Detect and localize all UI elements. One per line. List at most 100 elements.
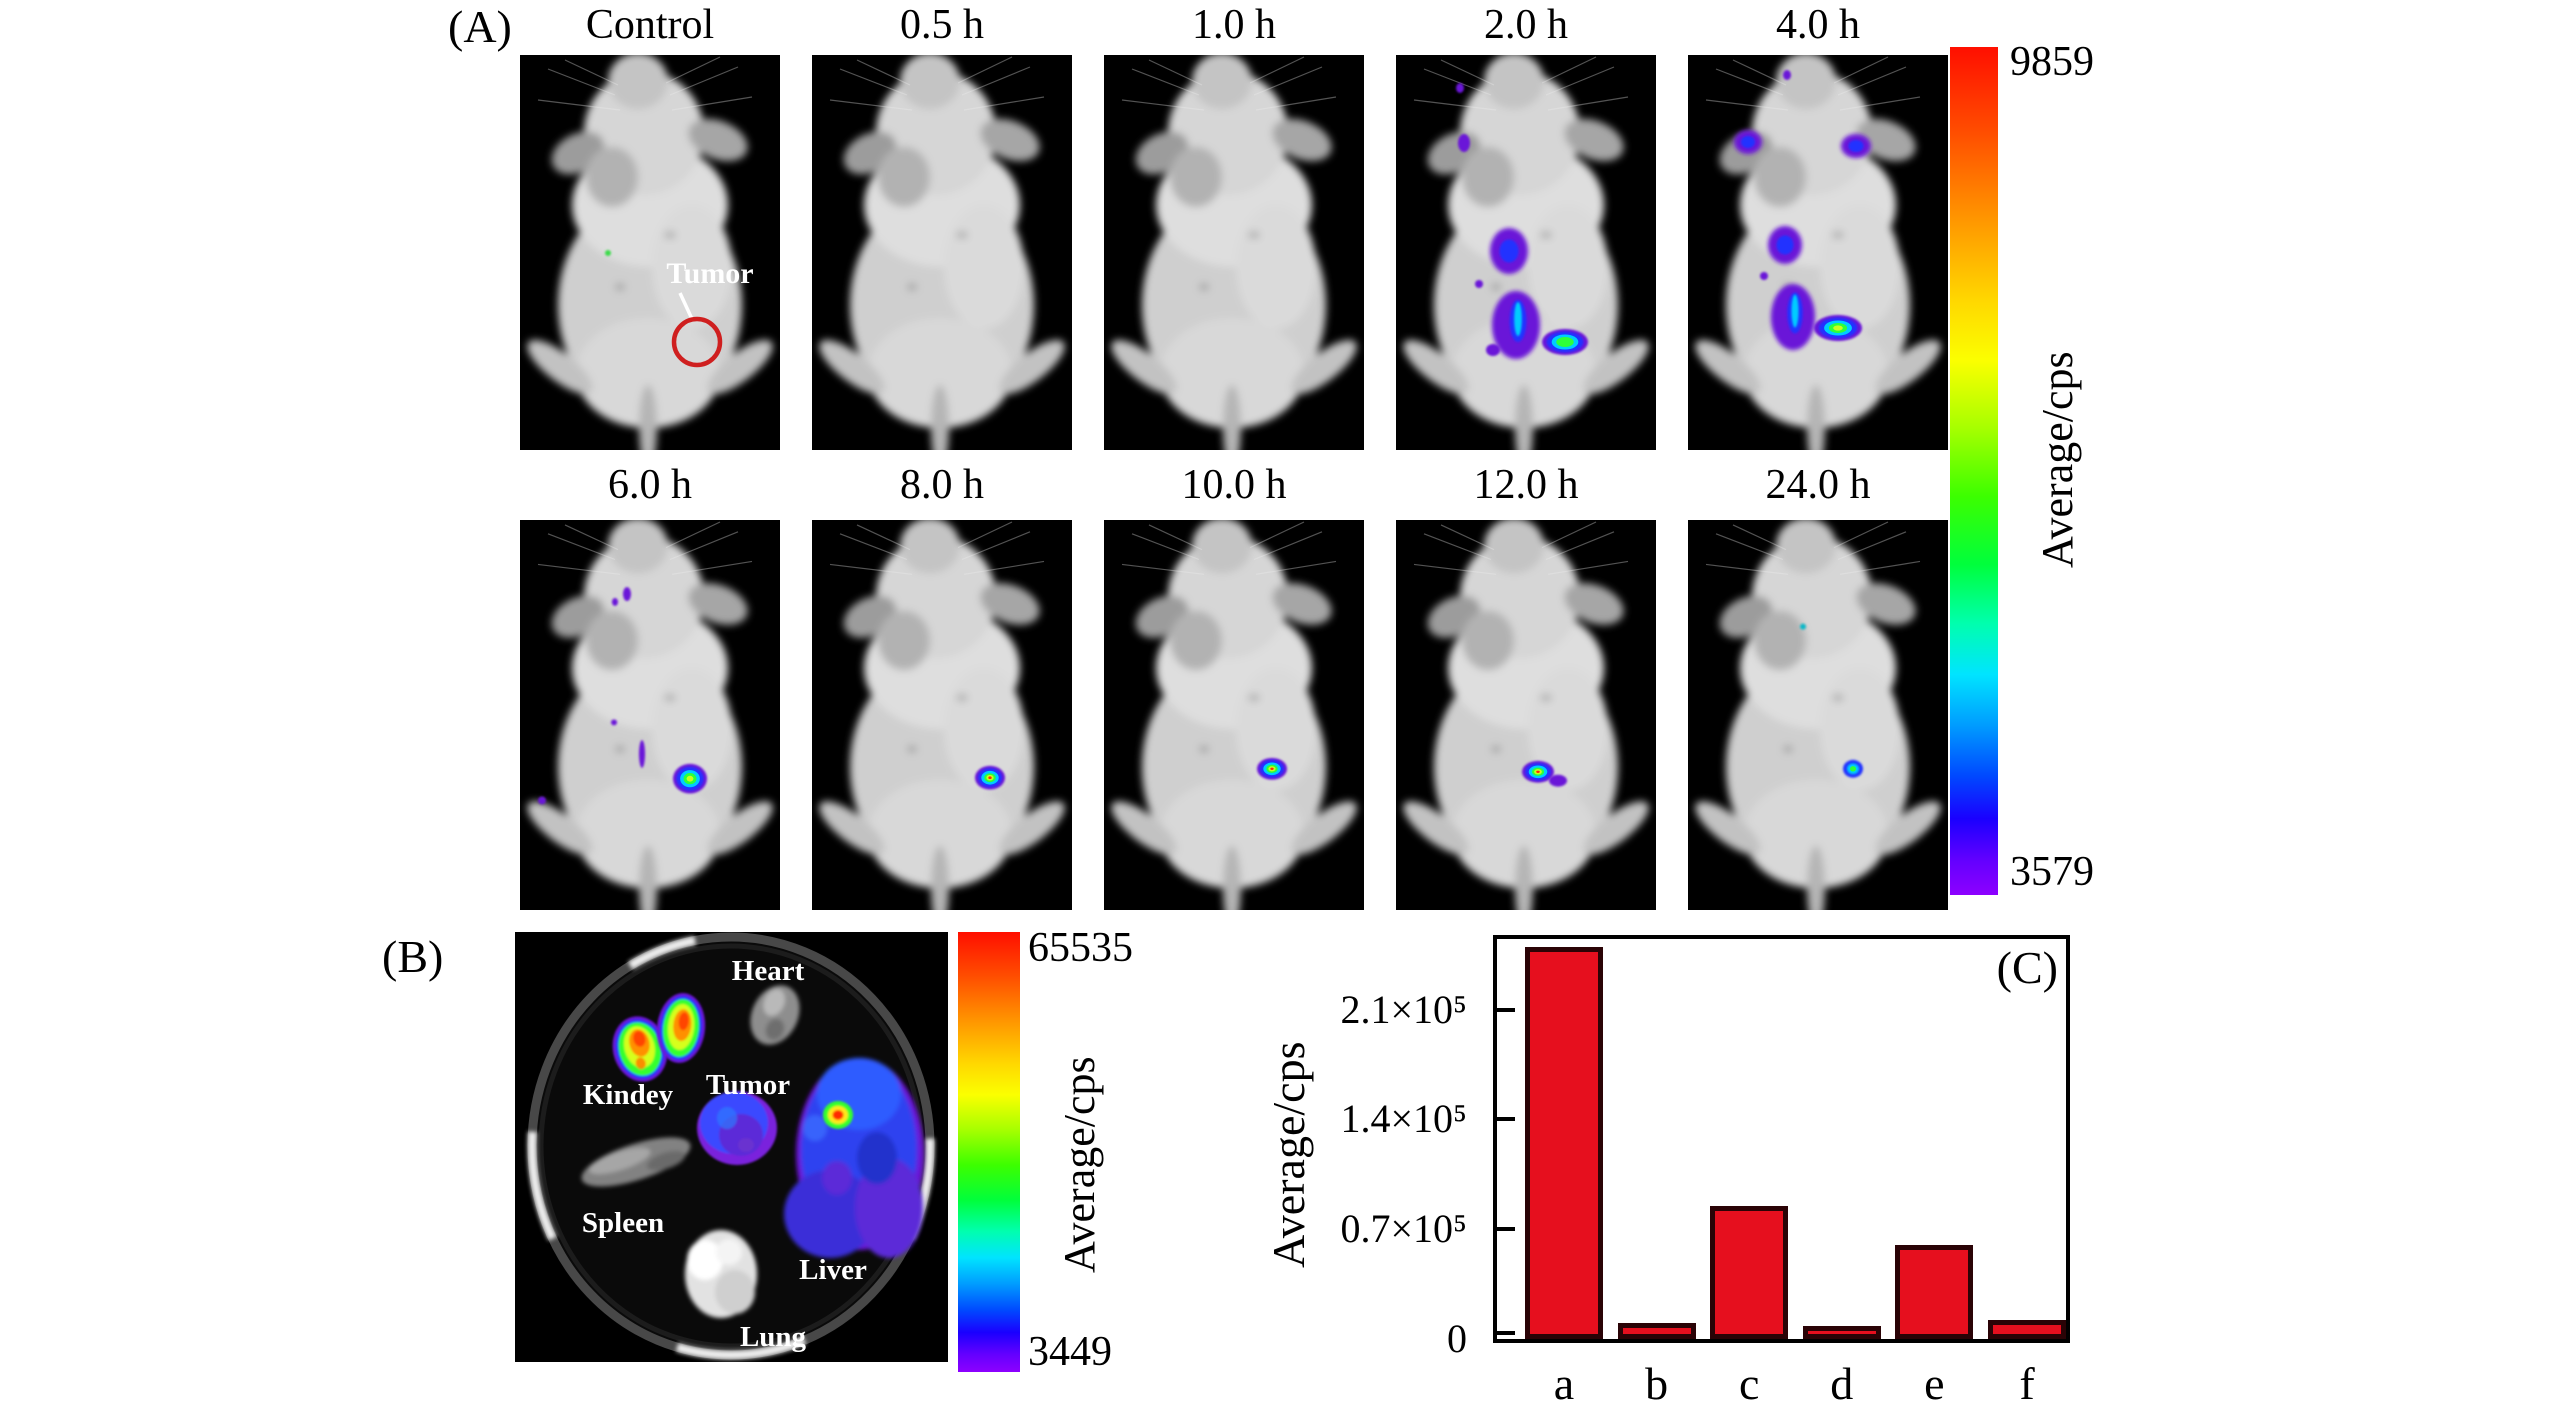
tumor-circle-annotation: [671, 316, 723, 368]
organ-heart: [750, 985, 800, 1045]
fluorescence-speck: [1760, 272, 1768, 280]
mouse-image: [1688, 55, 1948, 450]
mouse-body: [1403, 55, 1649, 450]
colorbar-b-title: Average/cps: [1055, 1056, 1104, 1274]
fluorescence-speck: [623, 587, 631, 601]
x-tick-label: d: [1830, 1358, 1854, 1409]
timepoint-label: Control: [585, 2, 715, 48]
fluorescence-speck: [1475, 280, 1483, 288]
colorbar-a-max: 9859: [2010, 39, 2094, 85]
fluorescence-speck: [639, 740, 645, 768]
x-tick-label: a: [1553, 1358, 1575, 1409]
timepoint-label: 4.0 h: [1776, 2, 1860, 48]
mouse-body: [1111, 55, 1357, 450]
tumor-hotspot: [1270, 767, 1274, 771]
chart-bar-b: [1617, 1323, 1696, 1339]
panel-a-label: (A): [448, 1, 512, 52]
organ-label: Tumor: [706, 1069, 790, 1101]
timepoint-label: 0.5 h: [900, 2, 984, 48]
colorbar-a-min: 3579: [2010, 849, 2094, 895]
organ-label: Spleen: [582, 1207, 664, 1239]
fluorescence-speck: [1456, 83, 1464, 93]
timepoint-label: 12.0 h: [1473, 462, 1579, 508]
organ-label: Heart: [732, 955, 805, 987]
mouse-image: [1396, 55, 1656, 450]
chart-bar-d: [1802, 1326, 1881, 1339]
y-tick-label: 1.4×10⁵: [1340, 1096, 1467, 1142]
timepoint-label: 24.0 h: [1765, 462, 1871, 508]
fluorescence-speck: [538, 796, 546, 805]
chart-bar-f: [1988, 1320, 2066, 1339]
organ-label: Kindey: [583, 1079, 674, 1111]
dish-glare: [527, 932, 935, 1360]
colorbar-b-max: 65535: [1028, 925, 1133, 971]
tumor-annotation-label: Tumor: [666, 257, 753, 290]
tumor-hotspot: [686, 775, 694, 782]
mouse-image: [520, 520, 780, 910]
fluorescence-speck: [1800, 623, 1806, 630]
y-tick: [1497, 1331, 1515, 1335]
tumor-hotspot: [1850, 766, 1856, 772]
y-tick-label: 2.1×10⁵: [1340, 986, 1467, 1032]
timepoint-label: 1.0 h: [1192, 2, 1276, 48]
mouse-body: [1403, 520, 1649, 910]
tumor-hotspot: [1556, 337, 1574, 347]
organ-plate-image: Heart Kindey Tumor Spleen Liver Lung: [515, 932, 948, 1362]
y-tick: [1497, 1117, 1515, 1122]
mouse-image: [1688, 520, 1948, 910]
panel-b-label: (B): [382, 931, 444, 982]
y-tick: [1497, 1227, 1515, 1232]
liver-hotspot: [823, 1101, 853, 1129]
x-tick-label: e: [1924, 1358, 1945, 1409]
organ-spleen: [581, 1137, 691, 1187]
bar-chart: (C) 0 0.7×10⁵ 1.4×10⁵ 2.1×10⁵ a b c d e f: [1340, 935, 2070, 1409]
timepoint-label: 2.0 h: [1484, 2, 1568, 48]
colorbar-a: [1950, 47, 1998, 895]
organ-label: Liver: [799, 1254, 867, 1286]
organ-label: Lung: [740, 1321, 807, 1353]
annotation-pointer-line: [678, 292, 694, 320]
mouse-image: [1396, 520, 1656, 910]
organ-kidney-right: [656, 993, 706, 1063]
mouse-image: [812, 520, 1072, 910]
fluorescence-speck: [611, 719, 617, 726]
mouse-image: [812, 55, 1072, 450]
x-tick-label: b: [1645, 1358, 1669, 1409]
organ-kidney-left: [612, 1016, 668, 1082]
organ-tumor: [697, 1091, 777, 1165]
mouse-image: Tumor: [520, 55, 780, 450]
mouse-image: [1104, 55, 1364, 450]
mouse-image: [1104, 520, 1364, 910]
tumor-hotspot: [988, 776, 992, 779]
fluorescence-speck: [1458, 134, 1470, 152]
chart-bar-a: [1525, 946, 1603, 1339]
fluorescence-speck: [612, 598, 618, 606]
colorbar-b: [958, 932, 1020, 1372]
organ-lung: [685, 1230, 757, 1318]
panel-c-label: (C): [1996, 942, 2058, 993]
organ-labels: Heart Kindey Tumor Spleen Liver Lung: [582, 955, 867, 1353]
x-tick-label: f: [2019, 1358, 2035, 1409]
colorbar-a-title: Average/cps: [2033, 351, 2082, 569]
mouse-body: [527, 55, 773, 450]
x-tick-label: c: [1738, 1358, 1760, 1409]
y-tick-label: 0.7×10⁵: [1340, 1206, 1467, 1252]
mouse-body: [1111, 520, 1357, 910]
fluorescence-speck: [1486, 344, 1500, 356]
fluorescence-speck: [1549, 774, 1567, 787]
y-tick: [1497, 1007, 1515, 1012]
tumor-hotspot: [1833, 325, 1843, 331]
timepoint-label: 8.0 h: [900, 462, 984, 508]
tumor-hotspot: [1536, 770, 1540, 773]
colorbar-b-min: 3449: [1028, 1329, 1112, 1375]
chart-bar-e: [1895, 1244, 1974, 1339]
mouse-body: [819, 55, 1065, 450]
mouse-body: [527, 520, 773, 910]
fluorescence-speck: [1783, 70, 1791, 80]
mouse-body: [1695, 520, 1941, 910]
timepoint-label: 6.0 h: [608, 462, 692, 508]
chart-bar-c: [1710, 1205, 1789, 1339]
mouse-body: [819, 520, 1065, 910]
timepoint-label: 10.0 h: [1181, 462, 1287, 508]
